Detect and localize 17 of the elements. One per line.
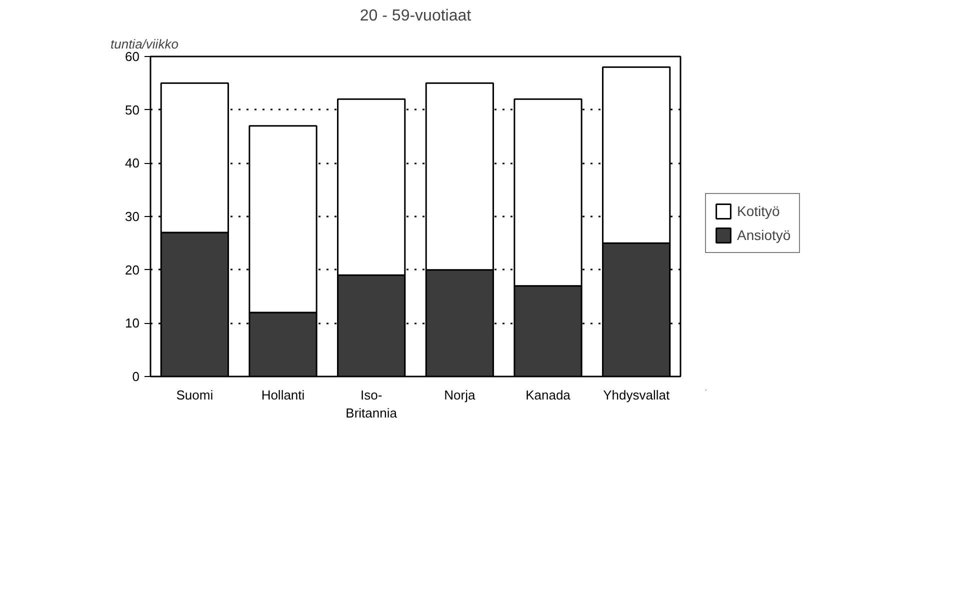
x-tick-label: Suomi (176, 388, 214, 402)
x-tick-label: Kanada (526, 388, 572, 402)
x-tick-label: Yhdysvallat (603, 388, 670, 402)
y-tick-label: 50 (125, 102, 140, 118)
legend-label: Ansiotyö (737, 227, 791, 243)
y-axis-title: tuntia/viikko (110, 36, 178, 52)
y-tick-label: 0 (132, 369, 140, 384)
y-tick-label: 20 (125, 262, 140, 278)
legend-label: Kotityö (737, 203, 780, 219)
x-tick-label: Hollanti (261, 388, 305, 402)
x-tick-label: Iso- Britannia (346, 388, 398, 420)
x-tick-label: Norja (444, 388, 476, 402)
y-tick-label: 40 (125, 156, 140, 171)
y-tick-label: 10 (125, 316, 140, 331)
y-tick-label: 60 (125, 49, 140, 64)
chart-title: 20 - 59-vuotiaat (360, 8, 472, 24)
y-tick-label: 30 (125, 209, 140, 224)
